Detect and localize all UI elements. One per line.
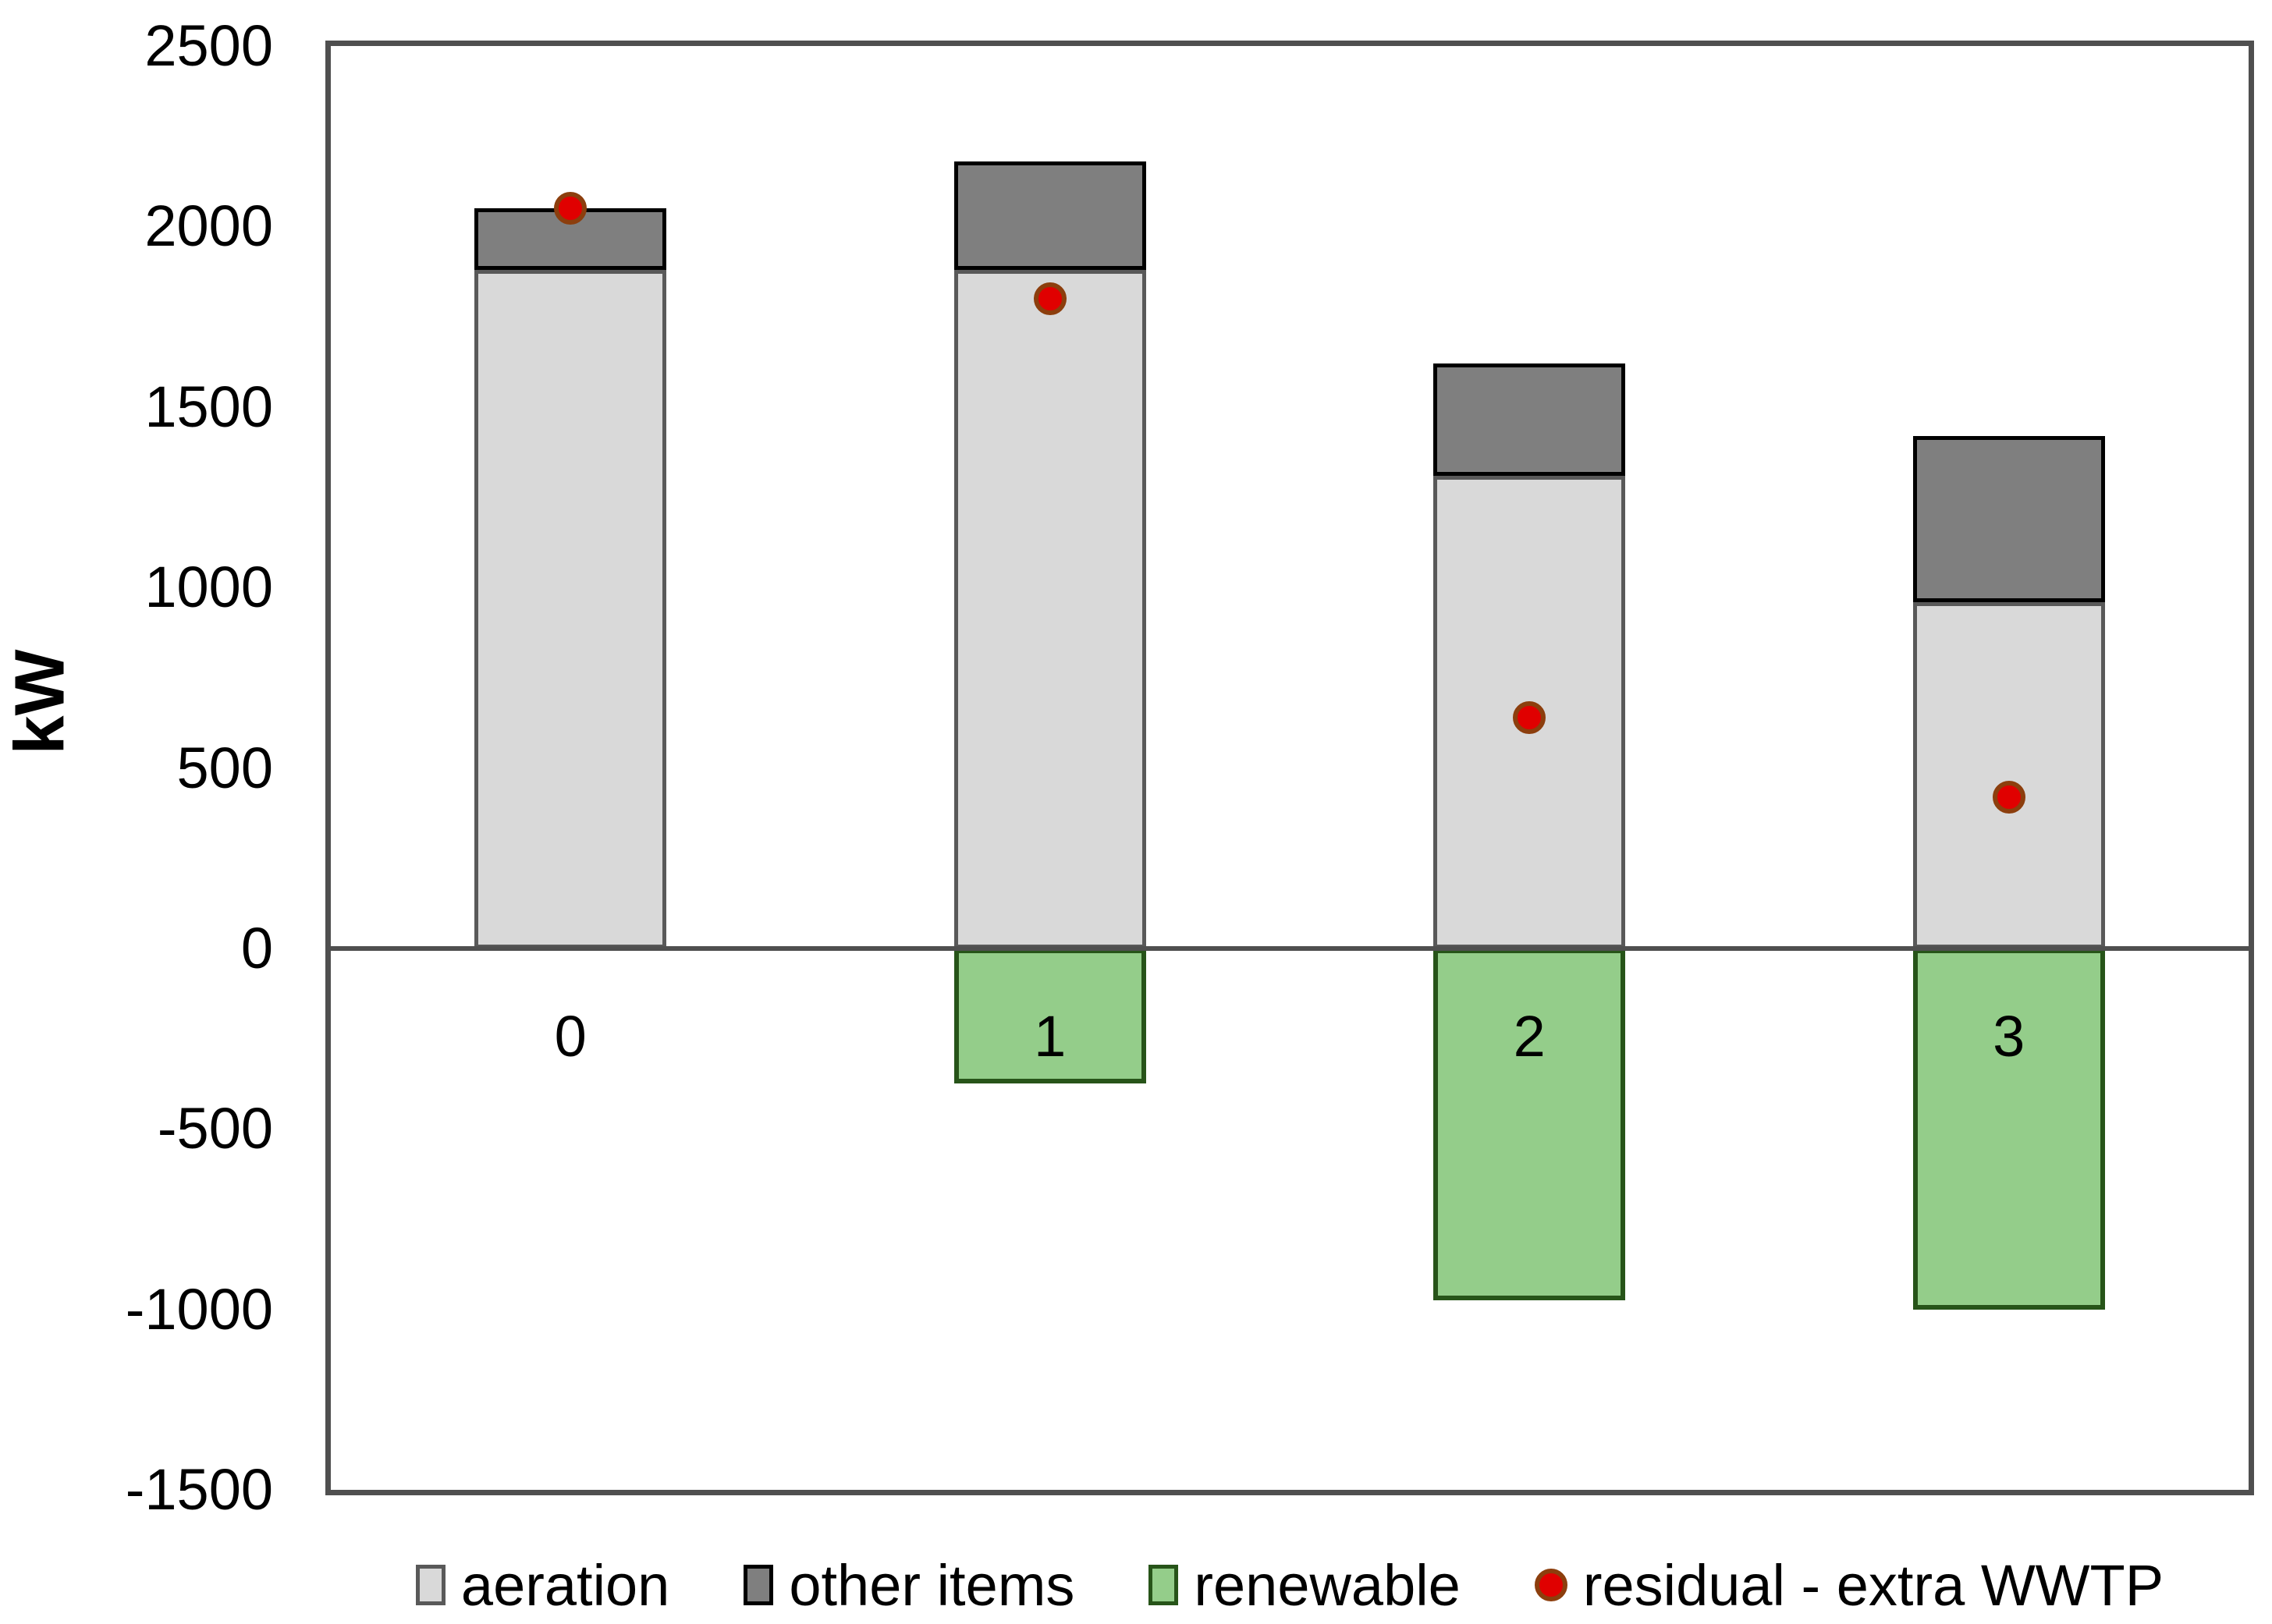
legend-label: residual - extra WWTP [1582, 1552, 2164, 1618]
bar-segment-aeration [1433, 475, 1626, 949]
y-tick-label: -500 [157, 1096, 273, 1161]
x-category-label: 2 [1513, 1003, 1546, 1069]
y-tick-label: 0 [240, 915, 273, 980]
y-tick-label: 500 [176, 735, 273, 800]
bar-segment-other-items [1912, 435, 2105, 602]
chart-legend: aeration other items renewable residual - e… [325, 1546, 2254, 1624]
plot-area: 0 1 2 3 [325, 41, 2254, 1495]
legend-item: renewable [1148, 1552, 1461, 1619]
bar-segment-aeration [474, 269, 667, 949]
x-category-label: 1 [1034, 1003, 1067, 1069]
legend-label: renewable [1194, 1552, 1461, 1618]
bar-segment-aeration [1912, 601, 2105, 949]
y-tick-label: -1000 [125, 1276, 273, 1342]
bar-segment-aeration [953, 269, 1146, 949]
residual-data-point [554, 192, 588, 225]
legend-label: other items [789, 1552, 1075, 1618]
legend-item: residual - extra WWTP [1534, 1552, 2164, 1619]
zero-axis-line [331, 945, 2249, 951]
legend-marker-icon [1534, 1569, 1567, 1601]
legend-swatch-icon [415, 1565, 446, 1605]
residual-data-point [1513, 700, 1546, 734]
bar-segment-other-items [1433, 363, 1626, 476]
y-tick-label: 2500 [144, 13, 273, 78]
legend-swatch-icon [744, 1565, 774, 1605]
y-tick-label: -1500 [125, 1457, 273, 1522]
x-category-label: 0 [554, 1003, 587, 1069]
x-category-label: 3 [1993, 1003, 2025, 1069]
legend-label: aeration [460, 1552, 670, 1618]
legend-item: aeration [415, 1552, 670, 1619]
legend-item: other items [744, 1552, 1074, 1619]
bar-segment-renewable [1433, 948, 1626, 1301]
y-tick-label: 1500 [144, 374, 273, 439]
residual-data-point [1033, 282, 1067, 315]
residual-data-point [1992, 780, 2025, 814]
y-tick-label: 1000 [144, 555, 273, 620]
bar-segment-renewable [1912, 948, 2105, 1310]
bar-segment-other-items [953, 161, 1146, 270]
legend-swatch-icon [1148, 1565, 1179, 1605]
y-tick-label: 2000 [144, 193, 273, 259]
